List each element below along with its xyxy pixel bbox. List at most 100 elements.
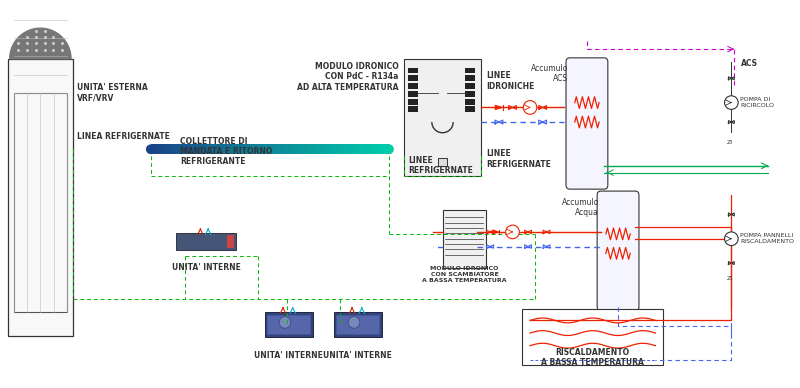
Bar: [186, 144, 190, 154]
Text: ACS: ACS: [741, 59, 758, 68]
Bar: [225, 144, 227, 154]
Bar: [262, 144, 266, 154]
Bar: [222, 144, 225, 154]
Bar: [179, 144, 182, 154]
Polygon shape: [495, 105, 503, 110]
Bar: [150, 144, 154, 154]
Circle shape: [279, 317, 290, 328]
Bar: [203, 144, 206, 154]
Bar: [465, 91, 474, 97]
Bar: [213, 144, 215, 154]
Bar: [215, 144, 218, 154]
Text: Accumulo
ACS: Accumulo ACS: [530, 64, 568, 83]
Text: POMPA PANNELLI
RISCALDAMENTO: POMPA PANNELLI RISCALDAMENTO: [740, 233, 794, 244]
Bar: [356, 144, 358, 154]
Bar: [172, 144, 175, 154]
Bar: [265, 144, 268, 154]
Bar: [232, 144, 234, 154]
Bar: [465, 83, 474, 89]
Bar: [334, 144, 337, 154]
Text: UNITA' INTERNE: UNITA' INTERNE: [254, 351, 323, 360]
Bar: [165, 144, 168, 154]
Bar: [279, 144, 282, 154]
Bar: [218, 144, 220, 154]
Polygon shape: [10, 28, 71, 59]
Bar: [237, 144, 239, 154]
Bar: [255, 144, 258, 154]
Bar: [377, 144, 380, 154]
Bar: [234, 144, 237, 154]
Bar: [230, 144, 232, 154]
Bar: [465, 106, 474, 112]
Circle shape: [725, 232, 738, 246]
Bar: [465, 75, 474, 81]
Bar: [344, 144, 346, 154]
Bar: [322, 144, 325, 154]
Circle shape: [384, 144, 394, 154]
Bar: [522, 309, 663, 365]
Bar: [382, 144, 385, 154]
Bar: [325, 144, 327, 154]
Bar: [206, 144, 209, 154]
Bar: [372, 144, 375, 154]
Bar: [267, 315, 310, 334]
Bar: [303, 144, 306, 154]
Bar: [162, 144, 166, 154]
Polygon shape: [493, 230, 499, 234]
Bar: [286, 144, 290, 154]
Bar: [337, 315, 379, 334]
Text: Accumulo
Acqua: Accumulo Acqua: [562, 198, 599, 217]
Bar: [267, 144, 270, 154]
Circle shape: [506, 225, 519, 239]
FancyBboxPatch shape: [566, 58, 608, 189]
Bar: [361, 144, 363, 154]
Bar: [370, 144, 373, 154]
Bar: [438, 158, 447, 166]
Bar: [270, 144, 273, 154]
Bar: [318, 144, 321, 154]
Bar: [409, 106, 418, 112]
Bar: [320, 144, 322, 154]
Bar: [254, 144, 256, 154]
Bar: [306, 144, 309, 154]
Bar: [315, 144, 318, 154]
Bar: [176, 233, 236, 250]
Bar: [260, 144, 263, 154]
Bar: [155, 144, 158, 154]
Circle shape: [523, 100, 537, 114]
Bar: [277, 144, 280, 154]
Bar: [208, 144, 210, 154]
Bar: [182, 144, 185, 154]
Bar: [194, 144, 197, 154]
Bar: [409, 91, 418, 97]
Bar: [189, 144, 192, 154]
Bar: [298, 144, 302, 154]
Text: MODULO IDRONICO
CON SCAMBIATORE
A BASSA TEMPERATURA: MODULO IDRONICO CON SCAMBIATORE A BASSA …: [422, 266, 506, 282]
Bar: [363, 144, 366, 154]
Circle shape: [725, 96, 738, 109]
Bar: [374, 144, 378, 154]
Text: UNITA' INTERNE: UNITA' INTERNE: [323, 351, 392, 360]
Bar: [409, 83, 418, 89]
Bar: [442, 210, 486, 268]
Bar: [177, 144, 180, 154]
Text: RISCALDAMENTO
A BASSA TEMPERATURA: RISCALDAMENTO A BASSA TEMPERATURA: [542, 348, 644, 367]
Bar: [404, 59, 482, 175]
Text: LINEE
REFRIGERNATE: LINEE REFRIGERNATE: [486, 149, 551, 169]
Bar: [239, 144, 242, 154]
Bar: [201, 144, 204, 154]
Text: MODULO IDRONICO
CON PdC - R134a
AD ALTA TEMPERATURA: MODULO IDRONICO CON PdC - R134a AD ALTA …: [298, 62, 398, 92]
Bar: [167, 144, 170, 154]
Bar: [327, 144, 330, 154]
Bar: [244, 144, 246, 154]
Circle shape: [146, 144, 156, 154]
Bar: [227, 144, 230, 154]
Bar: [174, 144, 178, 154]
Bar: [196, 144, 199, 154]
Bar: [158, 144, 161, 154]
Bar: [210, 144, 213, 154]
Bar: [349, 144, 351, 154]
Bar: [282, 144, 285, 154]
Bar: [153, 144, 156, 154]
Bar: [291, 144, 294, 154]
